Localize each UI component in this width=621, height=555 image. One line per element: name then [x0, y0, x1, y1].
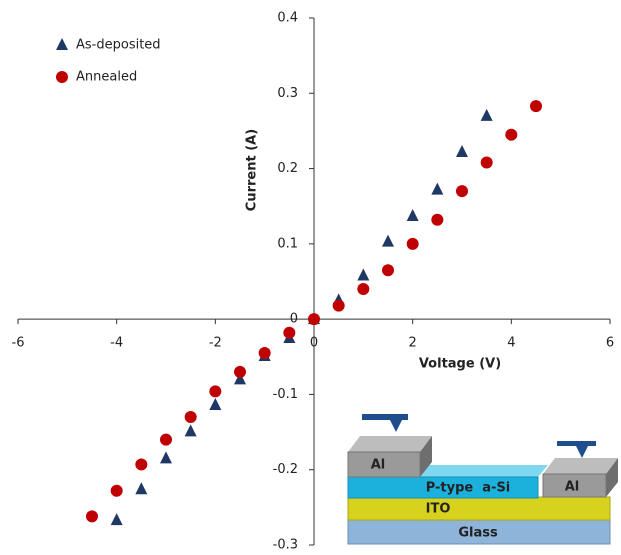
circle-marker [258, 347, 271, 360]
triangle-marker [234, 372, 246, 385]
triangle-marker [382, 234, 394, 247]
circle-marker [110, 484, 123, 497]
x-tick-label: 4 [507, 336, 515, 351]
y-tick-label: 0.4 [277, 11, 298, 26]
circle-marker [234, 365, 246, 378]
inset-label: P-type a-Si [426, 481, 511, 496]
x-tick-label: 2 [409, 336, 417, 351]
y-tick-label: 0.1 [277, 236, 298, 251]
legend-label: As-deposited [76, 38, 161, 53]
x-tick-label: 6 [606, 336, 614, 351]
inset-label: Al [565, 480, 580, 495]
circle-marker [480, 156, 493, 169]
x-tick-label: -6 [12, 336, 25, 351]
triangle-marker [456, 145, 468, 158]
circle-marker [135, 458, 148, 471]
al-right-side [606, 458, 618, 497]
probe-left [362, 414, 408, 432]
circle-marker [406, 237, 419, 250]
circle-marker [283, 326, 296, 339]
x-axis-label: Voltage (V) [419, 357, 501, 372]
y-tick-label: -0.2 [273, 462, 298, 477]
legend-marker [56, 71, 68, 83]
triangle-marker [209, 397, 222, 410]
circle-marker [86, 510, 98, 523]
y-tick-label: -0.3 [273, 538, 298, 553]
p-layer [347, 476, 539, 499]
inset-label: ITO [426, 502, 451, 517]
triangle-marker [135, 482, 148, 495]
circle-marker [209, 385, 222, 398]
y-tick-label: 0 [290, 312, 298, 327]
circle-marker [456, 185, 468, 198]
circle-marker [184, 411, 197, 424]
circle-marker [160, 433, 172, 446]
x-tick-label: -2 [209, 336, 222, 351]
ito-layer [347, 496, 611, 521]
triangle-marker [357, 268, 370, 281]
glass-layer [347, 519, 611, 545]
y-axis-label: Current (A) [245, 129, 260, 211]
y-tick-label: 0.2 [277, 161, 298, 176]
inset-label: Al [371, 458, 386, 473]
x-tick-label: -4 [110, 336, 123, 351]
legend-label: Annealed [76, 70, 137, 85]
probe-right [557, 441, 596, 458]
circle-marker [382, 264, 394, 277]
circle-marker [308, 313, 320, 326]
circle-marker [431, 213, 444, 226]
triangle-marker [406, 209, 419, 222]
circle-marker [530, 100, 542, 113]
triangle-marker [160, 451, 172, 464]
plot-area: -6 -4 -2 0 2 4 6 -0.3 -0.2 -0.1 0 0.1 0.2 0.3 0.4 Volta… [12, 11, 615, 553]
al-left-top [348, 436, 432, 452]
triangle-marker [431, 182, 444, 195]
circle-marker [357, 283, 370, 296]
legend-marker [56, 38, 68, 50]
triangle-marker [110, 513, 123, 526]
inset-label: Glass [458, 526, 498, 541]
al-left [347, 451, 421, 478]
al-left-side [420, 436, 432, 477]
circle-marker [505, 128, 518, 141]
x-tick-label: 0 [310, 336, 318, 351]
triangle-marker [480, 108, 493, 121]
y-tick-label: -0.1 [273, 387, 298, 402]
y-tick-label: 0.3 [277, 86, 298, 101]
circle-marker [332, 299, 345, 312]
device-schematic: Al P-type a-Si ITO Glass Al [347, 414, 618, 545]
al-right-top [543, 458, 618, 474]
al-right [542, 473, 607, 498]
triangle-marker [184, 424, 197, 437]
